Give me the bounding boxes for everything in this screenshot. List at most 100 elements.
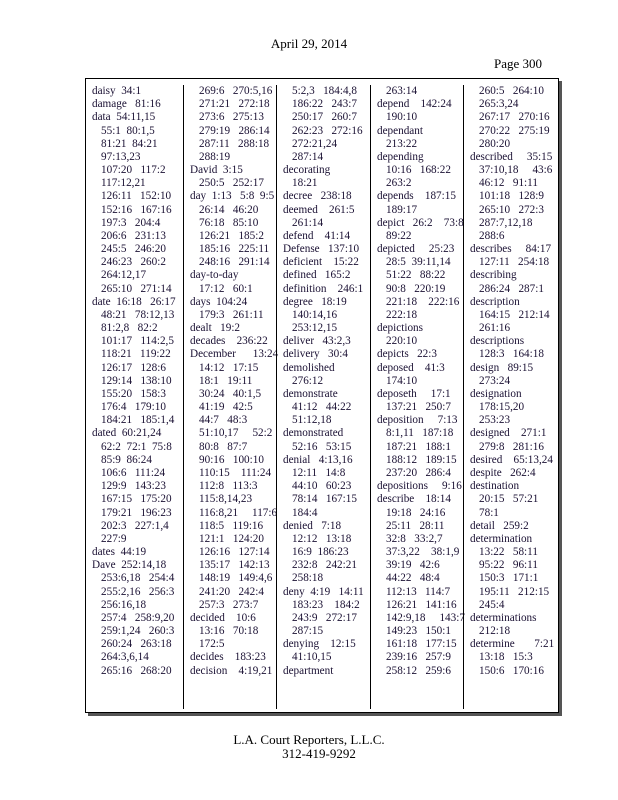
index-page-refs: 287:7,12,18 [479,216,533,229]
index-page-refs: 32:8 33:2,7 [386,532,443,545]
index-page-refs: 51:22 88:22 [386,269,446,282]
index-entry: depositions 9:16 [377,480,462,493]
index-page-refs: 26:14 46:20 [199,203,259,216]
index-page-refs: 37:10,18 43:6 [479,164,553,177]
index-entry: decorating [283,164,331,177]
index-entry: data 54:11,15 [92,111,156,124]
index-page-refs: 267:17 270:16 [479,111,550,124]
index-page-refs: 172:5 [199,638,225,651]
index-page-refs: 272:21,24 [292,137,338,150]
index-page-refs: 44:22 48:4 [386,572,440,585]
index-page-refs: 126:21 141:16 [386,598,457,611]
index-page-refs: 117:12,21 [101,177,146,190]
index-page-refs: 44:7 48:3 [199,414,248,427]
index-entry: depicted 25:23 [377,243,455,256]
index-page-refs: 265:3,24 [479,98,519,111]
index-page-refs: 239:16 257:9 [386,651,451,664]
index-page-refs: 126:11 152:10 [101,190,172,203]
index-entry: depending [377,150,424,163]
index-page-refs: 155:20 158:3 [101,387,166,400]
index-entry: definition 246:1 [283,282,364,295]
index-page-refs: 245:4 [479,598,505,611]
index-page-refs: 265:10 272:3 [479,203,544,216]
index-entry: dealt 19:2 [190,322,241,335]
index-page-refs: 121:1 124:20 [199,532,264,545]
index-page-refs: 258:12 259:6 [386,664,451,677]
index-page-refs: 178:15,20 [479,401,525,414]
index-page-refs: 37:3,22 38:1,9 [386,546,460,559]
index-page-refs: 253:12,15 [292,322,338,335]
index-page-refs: 152:16 167:16 [101,203,172,216]
index-entry: defend 41:14 [283,229,351,242]
index-page-refs: 189:17 [386,203,418,216]
index-entry: defined 165:2 [283,269,351,282]
index-page-refs: 187:21 188:1 [386,440,451,453]
index-entry: demonstrated [283,427,344,440]
index-page-refs: 51:12,18 [292,414,332,427]
index-entry: destination [470,480,520,493]
index-page-refs: 257:4 258:9,20 [101,611,175,624]
index-page-refs: 101:17 114:2,5 [101,335,174,348]
index-entry: descriptions [470,335,525,348]
index-entry: described 35:15 [470,150,553,163]
index-page-refs: 279:8 281:16 [479,440,544,453]
index-page-refs: 220:10 [386,335,418,348]
index-page-refs: 227:9 [101,532,127,545]
index-page-refs: 179:3 261:11 [199,308,264,321]
index-entry: despite 262:4 [470,466,536,479]
index-column: 263:14 depend 142:24 190:10 dependant 213:22… [370,85,465,709]
index-entry: detail 259:2 [470,519,529,532]
index-page-refs: 41:19 42:5 [199,401,253,414]
index-page-refs: 142:9,18 143:7 [386,611,465,624]
index-page-refs: 183:23 184:2 [292,598,360,611]
index-page-refs: 81:21 84:21 [101,137,158,150]
index-page-refs: 265:10 271:14 [101,282,172,295]
index-entry: determine 7:21 [470,638,555,651]
index-page-refs: 164:15 212:14 [479,308,550,321]
index-page-refs: 261:14 [292,216,324,229]
index-entry: denied 7:18 [283,519,342,532]
index-page-refs: 184:21 185:1,4 [101,414,175,427]
index-page-refs: 150:6 170:16 [479,664,544,677]
index-page-refs: 288:6 [479,229,505,242]
footer-phone: 312-419-9292 [282,746,356,761]
index-entry: denying 12:15 [283,638,356,651]
index-page-refs: 213:22 [386,137,418,150]
index-entry: description [470,295,520,308]
index-page-refs: 20:15 57:21 [479,493,539,506]
index-page-refs: 257:3 273:7 [199,598,259,611]
index-entry: day-to-day [190,269,239,282]
index-page-refs: 261:16 [479,322,511,335]
index-page-refs: 112:8 113:3 [199,480,258,493]
index-page-refs: 287:14 [292,150,324,163]
index-entry: damage 81:16 [92,98,161,111]
index-page-refs: 78:14 167:15 [292,493,357,506]
index-page-refs: 115:8,14,23 [199,493,253,506]
index-page-refs: 46:12 91:11 [479,177,538,190]
index-page-refs: 13:18 15:3 [479,651,533,664]
index-page-refs: 255:2,16 256:3 [101,585,175,598]
index-page-refs: 253:6,18 254:4 [101,572,175,585]
index-entry: deposeth 17:1 [377,387,451,400]
index-page-refs: 195:11 212:15 [479,585,550,598]
index-page-refs: 264:3,6,14 [101,651,149,664]
index-column: daisy 34:1 damage 81:16 data 54:11,15 55:1 … [86,85,183,709]
index-entry: daisy 34:1 [92,85,142,97]
index-entry: dependant [377,124,423,137]
index-page-refs: 270:22 275:19 [479,124,550,137]
index-page-refs: 276:12 [292,374,324,387]
index-entry: days 104:24 [190,295,248,308]
index-page-refs: 241:20 242:4 [199,585,264,598]
index-entry: depict 26:2 73:8 [377,216,464,229]
index-page-refs: 135:17 142:13 [199,559,270,572]
index-page-refs: 25:11 28:11 [386,519,445,532]
index-entry: determination [470,532,533,545]
index-page-refs: 287:15 [292,625,324,638]
index-page-refs: 271:21 272:18 [199,98,270,111]
index-page-refs: 280:20 [479,137,511,150]
index-page-refs: 18:21 [292,177,318,190]
index-page-refs: 273:6 275:13 [199,111,264,124]
index-page-refs: 148:19 149:4,6 [199,572,273,585]
index-entry: deliver 43:2,3 [283,335,351,348]
index-page-refs: 44:10 60:23 [292,480,352,493]
